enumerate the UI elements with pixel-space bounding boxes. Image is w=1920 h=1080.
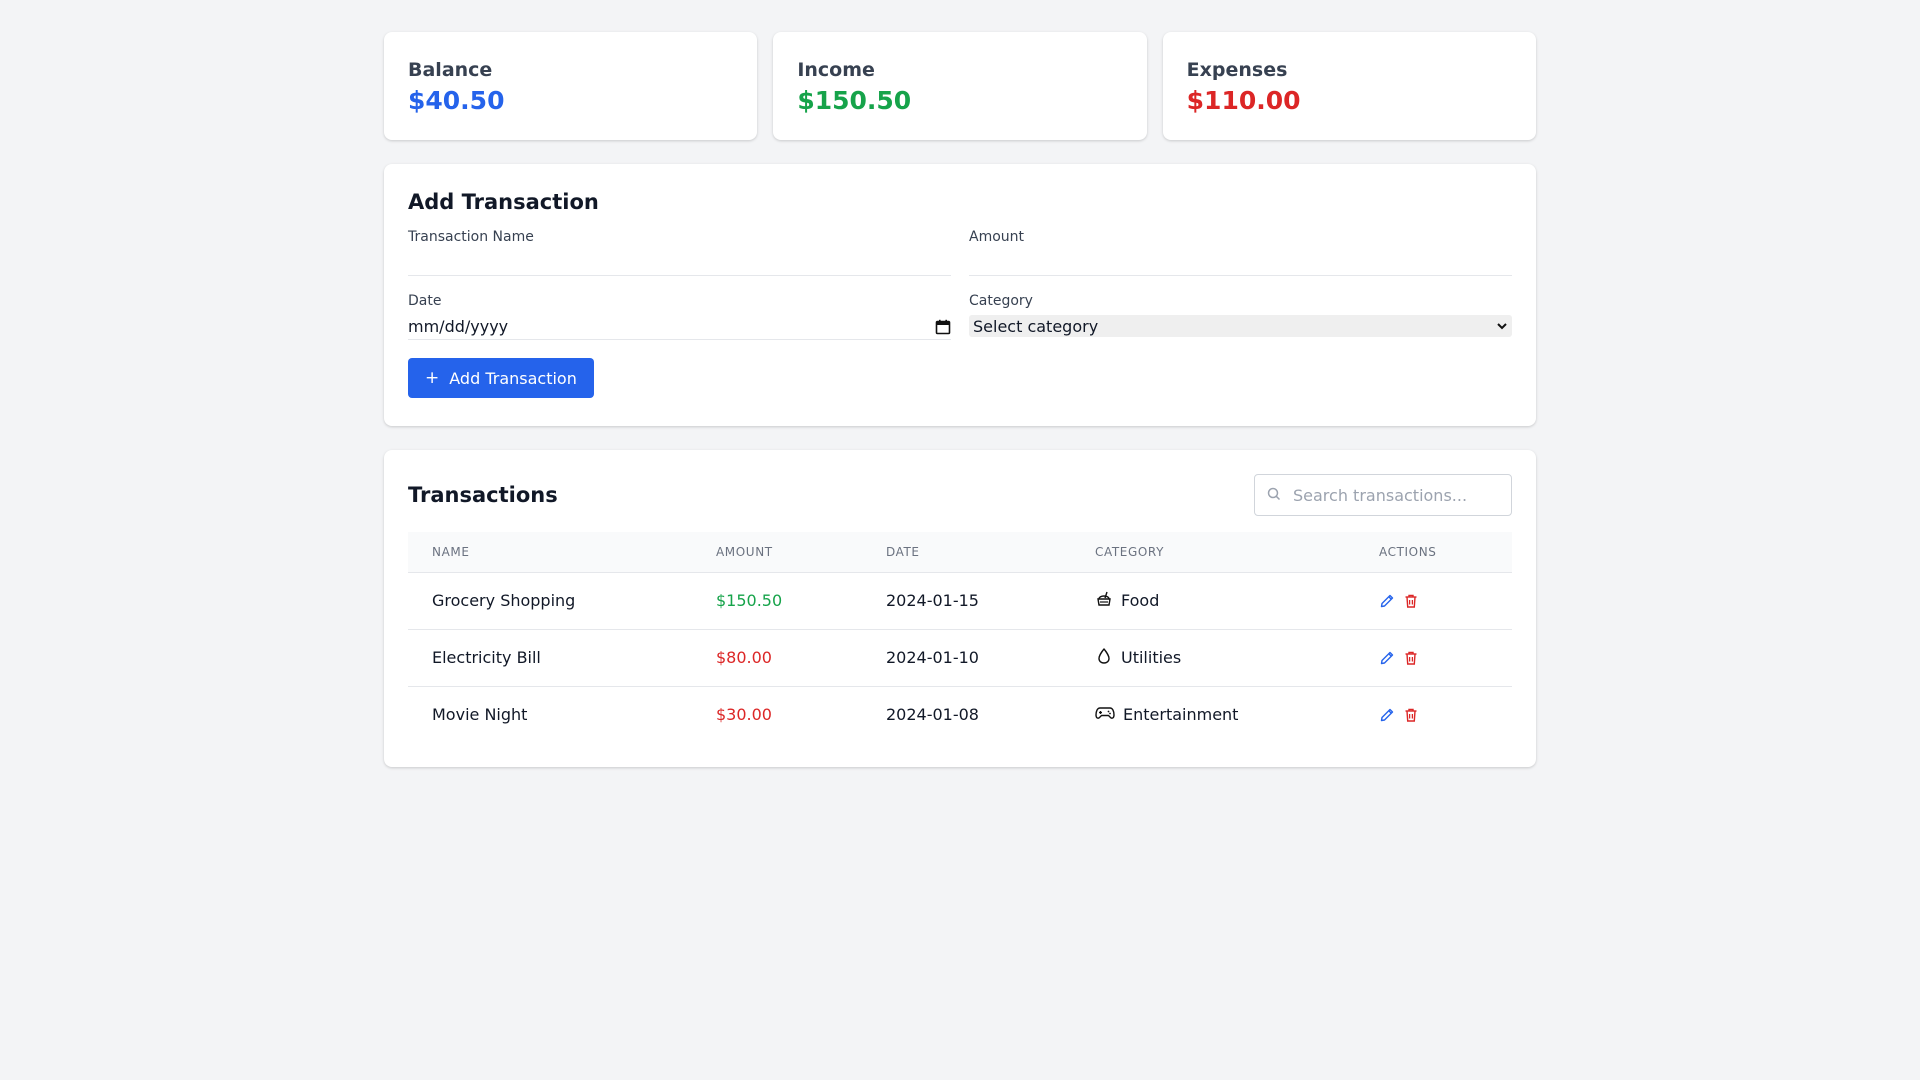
transaction-actions [1355, 686, 1512, 743]
column-header-name: NAME [408, 532, 692, 573]
transactions-table: NAME AMOUNT DATE CATEGORY ACTIONS Grocer… [408, 532, 1512, 743]
table-row: Electricity Bill $80.00 2024-01-10 Utili… [408, 629, 1512, 687]
category-label: Category [969, 293, 1033, 309]
transaction-date: 2024-01-08 [886, 705, 979, 725]
column-header-category: CATEGORY [1071, 532, 1355, 573]
date-input[interactable]: mm/dd/yyyy [408, 310, 951, 340]
transaction-date: 2024-01-15 [862, 572, 1071, 630]
edit-icon[interactable] [1379, 650, 1395, 666]
transaction-amount: $150.50 [692, 572, 862, 630]
transaction-name: Electricity Bill [408, 629, 692, 687]
date-placeholder: mm/dd/yyyy [408, 317, 509, 336]
balance-value: $40.50 [408, 86, 505, 115]
column-header-actions: ACTIONS [1355, 532, 1512, 573]
date-label: Date [408, 293, 442, 309]
delete-icon[interactable] [1403, 650, 1419, 666]
transaction-actions [1355, 629, 1512, 687]
food-icon [1095, 590, 1113, 612]
add-transaction-title: Add Transaction [408, 190, 599, 214]
plus-icon: + [425, 367, 440, 388]
category-selected-value: Select category [973, 316, 1099, 336]
search-icon [1267, 486, 1281, 505]
delete-icon[interactable] [1403, 593, 1419, 609]
transaction-category: Utilities [1121, 648, 1182, 667]
droplet-icon [1095, 647, 1113, 669]
expenses-card: Expenses $110.00 [1162, 32, 1536, 140]
category-field: Category Select category [969, 292, 1512, 356]
transaction-amount: $80.00 [692, 629, 862, 687]
table-header-row: NAME AMOUNT DATE CATEGORY ACTIONS [408, 532, 1512, 573]
transaction-category-cell: Food [1071, 572, 1355, 630]
add-transaction-panel: Add Transaction Transaction Name Amount … [384, 164, 1536, 426]
transaction-actions [1355, 572, 1512, 630]
delete-icon[interactable] [1403, 707, 1419, 723]
balance-card: Balance $40.50 [384, 32, 758, 140]
date-field: Date mm/dd/yyyy [408, 292, 951, 356]
transaction-name-label: Transaction Name [408, 229, 534, 245]
balance-label: Balance [408, 59, 493, 81]
income-value: $150.50 [797, 86, 912, 115]
calendar-icon[interactable] [935, 319, 951, 335]
transaction-name: Grocery Shopping [408, 572, 692, 630]
add-transaction-button-label: Add Transaction [449, 368, 577, 388]
transactions-header: Transactions Search transactions... [408, 474, 1512, 516]
app-container: Balance $40.50 Income $150.50 Expenses $… [384, 32, 1536, 767]
transaction-amount: $30.00 [716, 705, 772, 725]
transaction-form: Transaction Name Amount Date mm/dd/yyyy … [408, 228, 1512, 356]
transaction-category: Entertainment [1123, 705, 1239, 725]
chevron-down-icon [1496, 317, 1508, 336]
column-header-date: DATE [862, 532, 1071, 573]
search-input[interactable]: Search transactions... [1254, 474, 1512, 516]
table-row: Movie Night $30.00 2024-01-08 Entertainm… [408, 686, 1512, 743]
income-label: Income [797, 59, 875, 81]
transaction-category: Food [1121, 591, 1160, 610]
expenses-label: Expenses [1186, 59, 1288, 81]
edit-icon[interactable] [1379, 707, 1395, 723]
amount-field: Amount [969, 228, 1512, 292]
transaction-name: Movie Night [432, 705, 528, 725]
transactions-panel: Transactions Search transactions... NAME… [384, 450, 1536, 767]
income-card: Income $150.50 [773, 32, 1147, 140]
gamepad-icon [1095, 704, 1115, 726]
amount-input[interactable] [969, 246, 1512, 276]
search-placeholder: Search transactions... [1293, 485, 1468, 505]
transaction-name-input[interactable] [408, 246, 951, 276]
add-transaction-button[interactable]: + Add Transaction [408, 358, 594, 398]
transaction-category-cell: Entertainment [1071, 686, 1355, 743]
column-header-amount: AMOUNT [692, 532, 862, 573]
table-row: Grocery Shopping $150.50 2024-01-15 Food [408, 572, 1512, 630]
category-select[interactable]: Select category [969, 315, 1512, 337]
transaction-category-cell: Utilities [1071, 629, 1355, 687]
transaction-date: 2024-01-10 [862, 629, 1071, 687]
transactions-title: Transactions [408, 483, 558, 507]
transaction-name-field: Transaction Name [408, 228, 951, 292]
expenses-value: $110.00 [1186, 86, 1301, 115]
edit-icon[interactable] [1379, 593, 1395, 609]
summary-cards: Balance $40.50 Income $150.50 Expenses $… [384, 32, 1536, 140]
amount-label: Amount [969, 229, 1025, 245]
